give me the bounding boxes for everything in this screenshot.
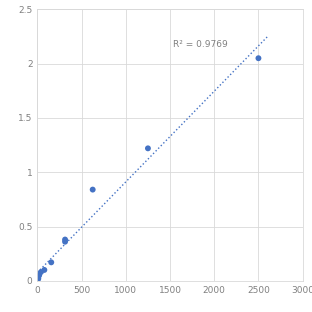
Text: R² = 0.9769: R² = 0.9769: [173, 40, 227, 49]
Point: [49, 260, 54, 265]
Point: [37, 273, 42, 278]
Point: [35, 278, 40, 283]
Point: [256, 56, 261, 61]
Point: [63, 239, 68, 244]
Point: [38, 270, 43, 275]
Point: [42, 267, 47, 272]
Point: [145, 146, 150, 151]
Point: [36, 276, 41, 281]
Point: [63, 237, 68, 242]
Point: [90, 187, 95, 192]
